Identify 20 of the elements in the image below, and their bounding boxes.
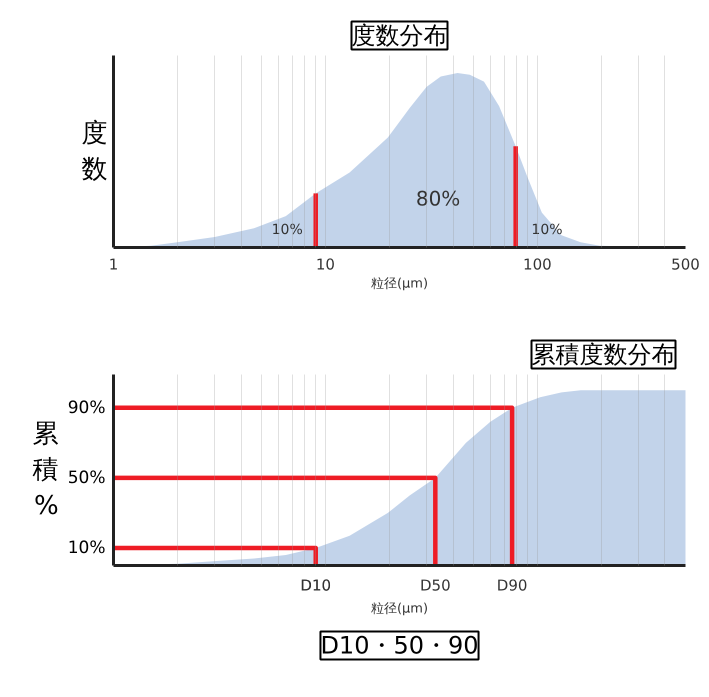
y-tick-label: 10% (68, 538, 106, 558)
chart-title: 累積度数分布 (532, 340, 676, 368)
y-axis-title: 累積% (32, 419, 59, 521)
annotation: 80% (416, 186, 460, 211)
annotation: D10 (300, 576, 332, 594)
y-tick-label: 90% (68, 398, 106, 418)
text: D10・50・90 (320, 632, 479, 660)
x-tick-label: 1 (108, 256, 118, 274)
x-tick-label: 10 (316, 256, 335, 274)
x-tick-label: 100 (523, 256, 552, 274)
annotation: 10% (272, 222, 303, 238)
annotation: 10% (531, 222, 563, 238)
y-tick-label: 50% (68, 468, 106, 488)
x-axis-title: 粒径(μm) (370, 276, 428, 292)
annotation: D90 (496, 576, 528, 594)
annotation: D50 (420, 576, 451, 594)
chart-title: 度数分布 (352, 22, 448, 50)
x-axis-title: 粒径(μm) (370, 602, 428, 616)
x-tick-label: 500 (671, 256, 700, 274)
y-axis-title: 度数 (82, 118, 108, 184)
